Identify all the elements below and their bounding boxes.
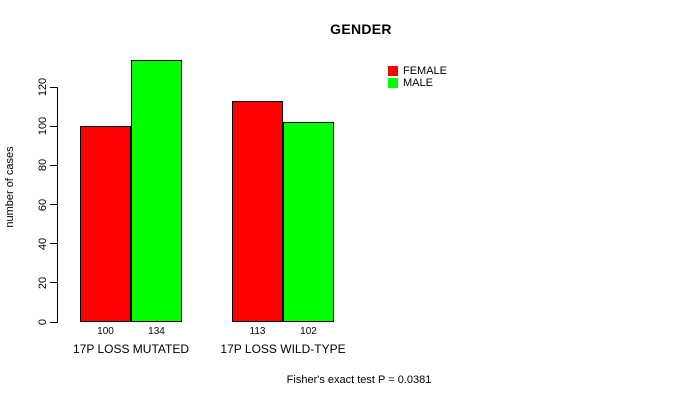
y-tick — [50, 243, 57, 245]
legend-label-male: MALE — [403, 77, 433, 89]
y-tick — [50, 282, 57, 284]
category-label-17p-loss-wild-type: 17P LOSS WILD-TYPE — [220, 342, 346, 356]
bar-value-label: 134 — [148, 326, 165, 337]
y-tick — [50, 321, 57, 323]
fisher-test-annotation: Fisher's exact test P = 0.0381 — [286, 374, 432, 386]
bar-male-17p-loss-wild-type — [283, 122, 334, 322]
y-tick — [50, 125, 57, 127]
male-color-swatch — [388, 78, 398, 88]
y-tick-label: 60 — [37, 198, 49, 211]
bar-value-label: 113 — [249, 326, 266, 337]
bar-value-label: 102 — [300, 326, 317, 337]
y-axis-title: number of cases — [4, 146, 16, 228]
y-tick-label: 40 — [37, 237, 49, 250]
y-tick-label: 20 — [37, 276, 49, 289]
y-tick — [50, 164, 57, 166]
y-axis-line — [57, 87, 58, 323]
bar-value-label: 100 — [97, 326, 114, 337]
chart-title: GENDER — [330, 21, 392, 37]
y-tick-label: 0 — [37, 318, 49, 326]
legend-item-female: FEMALE — [388, 65, 448, 77]
female-color-swatch — [388, 66, 398, 76]
legend: FEMALE MALE — [388, 65, 448, 89]
y-tick-label: 120 — [37, 77, 49, 97]
category-label-17p-loss-mutated: 17P LOSS MUTATED — [72, 342, 190, 356]
y-tick-label: 100 — [37, 116, 49, 136]
bar-male-17p-loss-mutated — [131, 59, 182, 322]
bar-female-17p-loss-mutated — [80, 126, 131, 322]
bar-female-17p-loss-wild-type — [232, 100, 283, 322]
y-tick-label: 80 — [37, 159, 49, 172]
y-tick — [50, 86, 57, 88]
y-tick — [50, 204, 57, 205]
legend-label-female: FEMALE — [403, 65, 448, 77]
legend-item-male: MALE — [388, 77, 447, 89]
